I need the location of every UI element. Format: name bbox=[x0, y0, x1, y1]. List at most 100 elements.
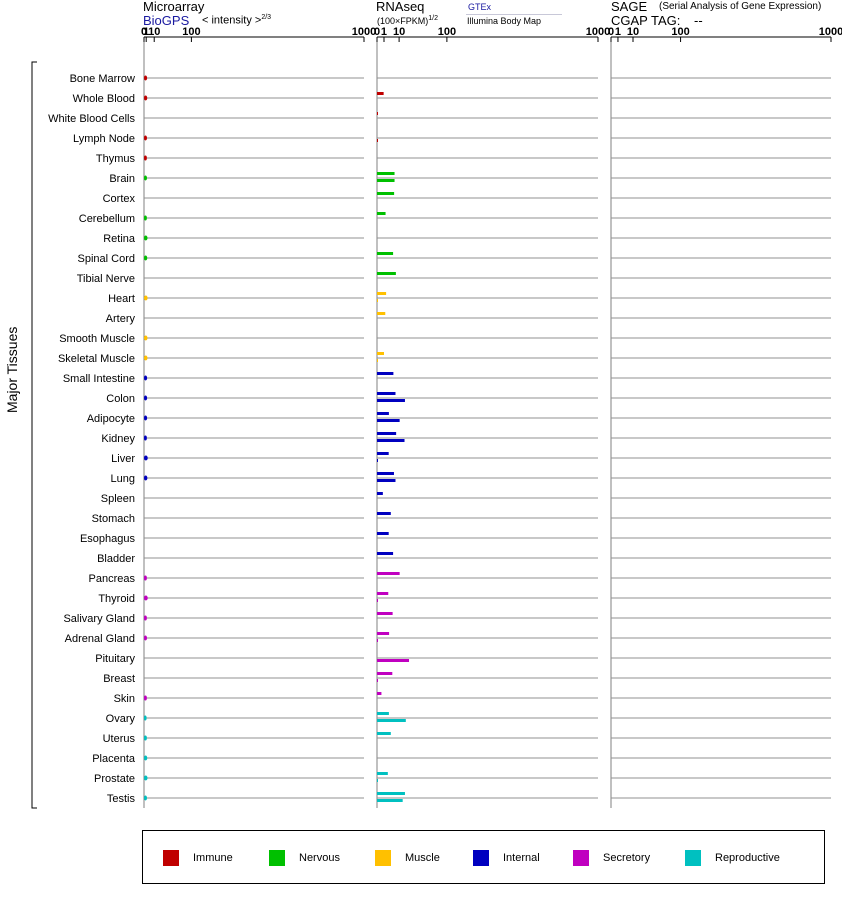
gtex-bar bbox=[377, 492, 383, 495]
tissue-label: Prostate bbox=[94, 773, 135, 785]
microarray-bar bbox=[144, 635, 148, 641]
gtex-bar bbox=[377, 292, 387, 295]
sage-tick-label: 0 bbox=[608, 26, 614, 38]
legend-item-secretory: Secretory bbox=[573, 850, 650, 866]
source-divider bbox=[466, 14, 562, 15]
tissue-label: Adrenal Gland bbox=[65, 633, 135, 645]
gtex-bar bbox=[377, 212, 386, 215]
legend-swatch bbox=[269, 850, 285, 866]
legend-swatch bbox=[573, 850, 589, 866]
sage-subtitle: (Serial Analysis of Gene Expression) bbox=[659, 1, 822, 12]
microarray-bar bbox=[144, 615, 147, 621]
legend-label: Muscle bbox=[405, 852, 440, 864]
gtex-bar bbox=[377, 632, 390, 635]
gtex-bar bbox=[377, 732, 391, 735]
gtex-bar bbox=[377, 792, 405, 795]
rnaseq-unit: (100×FPKM) bbox=[377, 16, 429, 26]
tissue-label: Tibial Nerve bbox=[77, 273, 135, 285]
tissue-label: Bladder bbox=[97, 553, 135, 565]
tissue-label: Salivary Gland bbox=[63, 613, 135, 625]
gtex-bar bbox=[377, 92, 384, 95]
tissue-label: Skin bbox=[114, 693, 135, 705]
tissue-label: Pituitary bbox=[95, 653, 135, 665]
illumina-bar bbox=[377, 179, 395, 182]
microarray-bar bbox=[144, 415, 148, 421]
illumina-bar bbox=[377, 419, 400, 422]
tissue-label: Small Intestine bbox=[63, 373, 135, 385]
illumina-source: Illumina Body Map bbox=[467, 16, 542, 26]
gtex-bar bbox=[377, 572, 400, 575]
microarray-tick-label: 10 bbox=[148, 26, 160, 38]
microarray-source[interactable]: BioGPS bbox=[143, 13, 190, 28]
sage-tick-label: 100 bbox=[671, 26, 689, 38]
gtex-bar bbox=[377, 592, 389, 595]
illumina-bar bbox=[377, 359, 378, 362]
microarray-tick-label: 0 bbox=[141, 26, 147, 38]
gtex-bar bbox=[377, 532, 389, 535]
tissue-label: Artery bbox=[106, 313, 136, 325]
gtex-bar bbox=[377, 352, 384, 355]
legend-swatch bbox=[375, 850, 391, 866]
legend-item-internal: Internal bbox=[473, 850, 540, 866]
gtex-source[interactable]: GTEx bbox=[468, 2, 492, 12]
microarray-bar bbox=[144, 235, 148, 241]
rnaseq-tick-label: 100 bbox=[438, 26, 456, 38]
microarray-bar bbox=[144, 215, 147, 221]
legend-label: Internal bbox=[503, 852, 540, 864]
sage-tick-label: 1000 bbox=[819, 26, 842, 38]
microarray-title: Microarray bbox=[143, 0, 205, 14]
illumina-bar bbox=[377, 139, 378, 142]
tissue-label: Uterus bbox=[103, 733, 136, 745]
gtex-bar bbox=[377, 612, 393, 615]
tissue-label: Placenta bbox=[92, 753, 136, 765]
legend-label: Secretory bbox=[603, 852, 651, 864]
legend-swatch bbox=[473, 850, 489, 866]
tissue-label: Cerebellum bbox=[79, 213, 135, 225]
y-axis-label: Major Tissues bbox=[4, 326, 20, 413]
tissue-label: Lung bbox=[111, 473, 135, 485]
microarray-bar bbox=[144, 255, 148, 261]
tissue-label: Skeletal Muscle bbox=[58, 353, 135, 365]
tissue-label: Esophagus bbox=[80, 533, 136, 545]
rnaseq-tick-label: 1 bbox=[381, 26, 387, 38]
microarray-bar bbox=[144, 355, 148, 361]
rnaseq-tick-label: 10 bbox=[393, 26, 405, 38]
tissue-label: Liver bbox=[111, 453, 135, 465]
microarray-bar bbox=[144, 715, 147, 721]
tissue-label: Ovary bbox=[106, 713, 136, 725]
tissue-bracket bbox=[31, 61, 37, 809]
gtex-bar bbox=[377, 672, 393, 675]
gtex-bar bbox=[377, 512, 391, 515]
tissue-label: Retina bbox=[103, 233, 136, 245]
illumina-bar bbox=[377, 659, 410, 662]
legend: Immune Nervous Muscle Internal Secretory… bbox=[142, 830, 825, 884]
sage-tag-value: -- bbox=[694, 13, 703, 28]
tissue-label: Breast bbox=[103, 673, 135, 685]
microarray-bar bbox=[144, 155, 147, 161]
gtex-bar bbox=[377, 412, 389, 415]
rnaseq-tick-label: 0 bbox=[374, 26, 380, 38]
legend-label: Nervous bbox=[299, 852, 340, 864]
tissue-label: Colon bbox=[106, 393, 135, 405]
gtex-bar bbox=[377, 692, 382, 695]
legend-item-immune: Immune bbox=[163, 850, 233, 866]
rnaseq-title: RNAseq bbox=[376, 0, 425, 14]
legend-swatch bbox=[685, 850, 701, 866]
illumina-bar bbox=[377, 799, 403, 802]
legend-item-muscle: Muscle bbox=[375, 850, 440, 866]
microarray-bar bbox=[144, 775, 148, 781]
microarray-bar bbox=[144, 295, 148, 301]
gtex-bar bbox=[377, 452, 389, 455]
intensity-exponent: 2/3 bbox=[261, 14, 272, 21]
illumina-bar bbox=[377, 459, 378, 462]
tissue-label: White Blood Cells bbox=[48, 113, 135, 125]
tissue-label: Bone Marrow bbox=[70, 73, 135, 85]
legend-label: Immune bbox=[193, 852, 233, 864]
illumina-bar bbox=[377, 439, 405, 442]
sage-tick-label: 10 bbox=[627, 26, 639, 38]
microarray-bar bbox=[144, 435, 147, 441]
rnaseq-unit-label: (100×FPKM)1/2 bbox=[377, 15, 438, 26]
microarray-tick-label: 100 bbox=[182, 26, 200, 38]
microarray-bar bbox=[144, 135, 148, 141]
